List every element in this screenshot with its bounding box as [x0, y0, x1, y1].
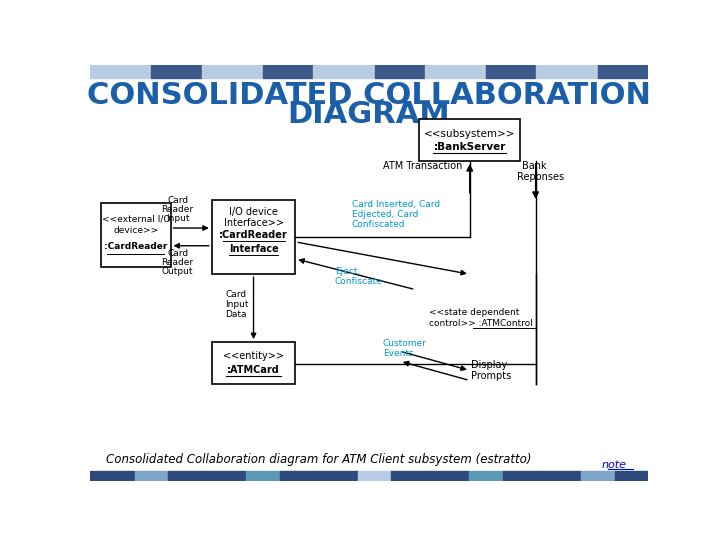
Bar — [469, 471, 503, 481]
Text: :CardReader: :CardReader — [104, 242, 168, 251]
Text: Confiscated: Confiscated — [352, 220, 405, 230]
Text: Card: Card — [167, 196, 188, 205]
Bar — [503, 471, 536, 481]
Text: <<state dependent: <<state dependent — [429, 308, 520, 317]
Bar — [135, 471, 168, 481]
Bar — [168, 471, 202, 481]
Text: Input: Input — [166, 214, 189, 224]
Bar — [90, 65, 151, 78]
Text: Interface>>: Interface>> — [223, 219, 284, 228]
Bar — [425, 65, 486, 78]
Text: Reader: Reader — [161, 205, 194, 214]
Text: Input: Input — [225, 300, 249, 309]
Bar — [358, 471, 392, 481]
Bar — [212, 200, 295, 274]
Text: ATM Transaction: ATM Transaction — [383, 161, 462, 171]
Bar — [90, 471, 135, 481]
Text: Confiscate: Confiscate — [335, 278, 382, 286]
Text: Eject,: Eject, — [335, 267, 360, 275]
Bar — [202, 471, 246, 481]
Bar — [246, 471, 280, 481]
Text: Display: Display — [472, 360, 508, 370]
Bar — [212, 342, 295, 384]
Text: Events: Events — [383, 349, 413, 358]
Text: :ATMCard: :ATMCard — [227, 365, 280, 375]
Bar — [425, 471, 469, 481]
Text: note: note — [601, 460, 626, 470]
Text: I/O device: I/O device — [229, 206, 278, 217]
Text: Reponses: Reponses — [517, 172, 564, 182]
Text: Data: Data — [225, 310, 247, 319]
Text: control>> :ATMControl: control>> :ATMControl — [429, 319, 534, 328]
Bar — [374, 65, 425, 78]
Text: Consolidated Collaboration diagram for ATM Client subsystem (estratto): Consolidated Collaboration diagram for A… — [106, 453, 531, 465]
Text: :CardReader: :CardReader — [219, 231, 288, 240]
Bar — [536, 65, 598, 78]
Bar — [486, 65, 536, 78]
Text: <<external I/O: <<external I/O — [102, 214, 170, 223]
Text: Card: Card — [167, 249, 188, 258]
Text: Prompts: Prompts — [472, 371, 511, 381]
Bar — [536, 471, 581, 481]
Bar — [615, 471, 648, 481]
Text: <<subsystem>>: <<subsystem>> — [424, 129, 516, 139]
Bar — [313, 471, 358, 481]
Bar — [598, 65, 648, 78]
Bar — [101, 204, 171, 267]
Bar — [392, 471, 425, 481]
Bar — [202, 65, 263, 78]
Bar — [419, 119, 520, 161]
Text: Card: Card — [225, 290, 247, 299]
Text: CONSOLIDATED COLLABORATION: CONSOLIDATED COLLABORATION — [87, 81, 651, 110]
Text: device>>: device>> — [113, 226, 158, 235]
Bar — [581, 471, 615, 481]
Text: Reader: Reader — [161, 258, 194, 267]
Text: Customer: Customer — [383, 339, 427, 348]
Text: Card Inserted, Card: Card Inserted, Card — [352, 200, 440, 210]
Bar — [151, 65, 202, 78]
Bar — [280, 471, 313, 481]
Bar — [263, 65, 313, 78]
Text: Interface: Interface — [229, 244, 279, 254]
Text: Output: Output — [162, 267, 194, 276]
Text: :BankServer: :BankServer — [433, 143, 506, 152]
Text: Bank: Bank — [523, 161, 547, 171]
Text: <<entity>>: <<entity>> — [223, 352, 284, 361]
Text: Edjected, Card: Edjected, Card — [352, 211, 418, 219]
Bar — [313, 65, 374, 78]
Text: DIAGRAM: DIAGRAM — [287, 99, 451, 129]
